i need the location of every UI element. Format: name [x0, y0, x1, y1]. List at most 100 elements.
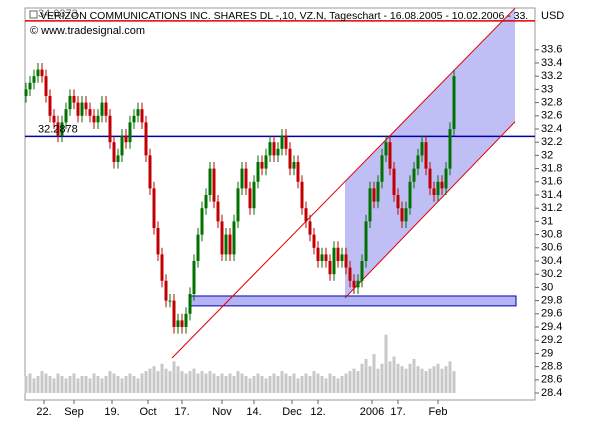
- candle-body: [88, 109, 92, 116]
- volume-bar: [156, 371, 160, 393]
- volume-bar: [328, 373, 332, 393]
- candle-body: [48, 95, 52, 116]
- volume-bar: [212, 373, 216, 393]
- candle-body: [376, 181, 380, 202]
- volume-bar: [356, 371, 360, 393]
- volume-bar: [296, 378, 300, 393]
- volume-bar: [368, 366, 372, 393]
- x-tick-label: 22.: [36, 406, 51, 418]
- candle-body: [156, 227, 160, 255]
- candle-body: [256, 161, 260, 182]
- candle-body: [188, 293, 192, 314]
- x-tick-label: 12.: [310, 406, 325, 418]
- volume-bar: [232, 375, 236, 393]
- candle-body: [392, 168, 396, 195]
- volume-bar: [352, 368, 356, 393]
- volume-bar: [76, 378, 80, 393]
- y-tick-label: 29.6: [541, 308, 562, 320]
- volume-bar: [28, 373, 32, 393]
- volume-bar: [440, 368, 444, 393]
- volume-bar: [40, 371, 44, 393]
- volume-bar: [408, 363, 412, 393]
- currency: USD: [541, 10, 564, 22]
- candle-body: [192, 260, 196, 294]
- volume-bar: [312, 371, 316, 393]
- candle-body: [24, 89, 28, 96]
- y-tick-label: 32.2: [541, 136, 562, 148]
- volume-bar: [428, 368, 432, 393]
- volume-bar: [420, 368, 424, 393]
- candle-body: [200, 208, 204, 235]
- volume-bar: [72, 373, 76, 393]
- candle-body: [152, 188, 156, 228]
- candle-body: [228, 234, 232, 255]
- candle-body: [76, 102, 80, 116]
- y-tick-label: 33.2: [541, 70, 562, 82]
- candle-body: [240, 168, 244, 189]
- candle-body: [212, 168, 216, 202]
- y-tick-label: 29.2: [541, 334, 562, 346]
- volume-bar: [180, 371, 184, 393]
- volume-bar: [52, 378, 56, 393]
- candle-body: [336, 247, 340, 261]
- y-tick-label: 30.2: [541, 268, 562, 280]
- volume-bar: [56, 373, 60, 393]
- candle-body: [68, 95, 72, 110]
- candle-body: [372, 188, 376, 202]
- candle-body: [312, 234, 316, 248]
- volume-bar: [204, 373, 208, 393]
- volume-bar: [308, 375, 312, 393]
- volume-bar: [168, 371, 172, 393]
- volume-bar: [192, 368, 196, 393]
- candle-body: [452, 76, 456, 129]
- candle-body: [172, 300, 176, 327]
- candle-body: [404, 208, 408, 222]
- volume-bar: [228, 373, 232, 393]
- plot-area: [24, 7, 536, 401]
- y-tick-label: 31.2: [541, 202, 562, 214]
- y-tick-label: 33: [541, 83, 553, 95]
- candle-body: [204, 194, 208, 209]
- chart-title: VERIZON COMMUNICATIONS INC. SHARES DL -,…: [40, 10, 528, 22]
- volume-bar: [348, 371, 352, 393]
- x-tick-label: Nov: [212, 406, 232, 418]
- volume-bar: [316, 373, 320, 393]
- volume-bar: [128, 373, 132, 393]
- candle-body: [252, 181, 256, 209]
- candle-body: [344, 254, 348, 268]
- volume-bar: [116, 375, 120, 393]
- volume-bar: [392, 356, 396, 393]
- volume-bar: [244, 375, 248, 393]
- volume-bar: [152, 366, 156, 393]
- candle-body: [432, 188, 436, 195]
- candle-body: [332, 247, 336, 275]
- candle-body: [128, 122, 132, 143]
- candle-body: [300, 181, 304, 209]
- volume-bar: [452, 371, 456, 393]
- volume-bar: [340, 375, 344, 393]
- volume-bar: [412, 358, 416, 393]
- candle-body: [308, 221, 312, 235]
- y-tick-label: 31: [541, 215, 553, 227]
- y-tick-label: 30: [541, 281, 553, 293]
- candle-body: [124, 135, 128, 143]
- candle-body: [296, 161, 300, 182]
- volume-bar: [132, 375, 136, 393]
- volume-bar: [396, 363, 400, 393]
- candle-body: [80, 102, 84, 116]
- candle-body: [292, 161, 296, 169]
- volume-bar: [44, 373, 48, 393]
- y-tick-label: 29.4: [541, 321, 562, 333]
- candle-body: [104, 102, 108, 116]
- source-note: © www.tradesignal.com: [30, 25, 145, 37]
- volume-bar: [332, 375, 336, 393]
- x-tick-label: 19.: [104, 406, 119, 418]
- candle-body: [448, 128, 452, 169]
- candle-body: [364, 221, 368, 261]
- x-tick-label: 17.: [390, 406, 405, 418]
- volume-bar: [224, 375, 228, 393]
- candle-body: [220, 221, 224, 255]
- y-tick-label: 32: [541, 149, 553, 161]
- candle-body: [408, 181, 412, 209]
- volume-bar: [196, 373, 200, 393]
